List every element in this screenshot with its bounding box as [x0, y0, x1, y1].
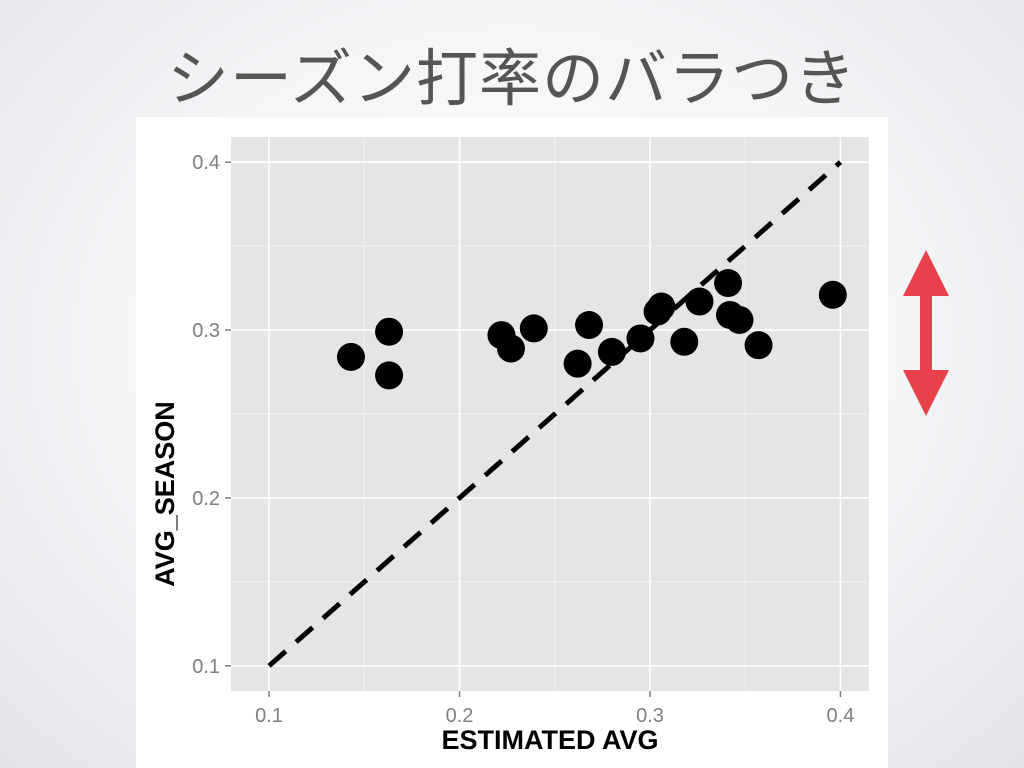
y-tick-label: 0.2	[192, 488, 220, 510]
data-point	[725, 305, 754, 334]
data-point	[626, 324, 655, 353]
y-tick-label: 0.1	[192, 656, 220, 678]
x-axis-title: ESTIMATED AVG	[441, 725, 658, 755]
variance-arrow	[903, 250, 949, 416]
data-point	[519, 314, 548, 343]
data-point	[670, 327, 699, 356]
data-point	[575, 311, 604, 340]
data-point	[685, 287, 714, 316]
x-tick-label: 0.1	[255, 705, 283, 727]
data-points	[336, 269, 847, 390]
x-tick-label: 0.3	[636, 705, 664, 727]
reference-line-layer	[267, 160, 843, 668]
scatter-plot-card: 0.1 0.2 0.3 0.4 0.1 0.2 0.3 0.4 ESTIMATED AVG A…	[136, 117, 888, 768]
axis-ticks: 0.1 0.2 0.3 0.4 0.1 0.2 0.3 0.4	[192, 152, 854, 727]
y-axis-title: AVG_SEASON	[150, 401, 180, 587]
double-arrow-icon	[902, 250, 950, 416]
data-point	[744, 331, 773, 360]
data-point	[818, 280, 847, 309]
x-tick-label: 0.2	[446, 705, 474, 727]
data-point	[714, 269, 743, 298]
data-point	[563, 349, 592, 378]
slide-title: シーズン打率のバラつき	[167, 42, 857, 115]
x-tick-label: 0.4	[827, 705, 855, 727]
data-point	[336, 342, 365, 371]
y-tick-label: 0.3	[192, 320, 220, 342]
scatter-plot: 0.1 0.2 0.3 0.4 0.1 0.2 0.3 0.4 ESTIMATED AVG A…	[150, 137, 869, 755]
data-point	[647, 292, 676, 321]
data-point	[496, 334, 525, 363]
data-point	[597, 337, 626, 366]
data-point	[375, 317, 404, 346]
data-point	[375, 361, 404, 390]
reference-line	[267, 160, 843, 668]
y-tick-label: 0.4	[192, 152, 220, 174]
